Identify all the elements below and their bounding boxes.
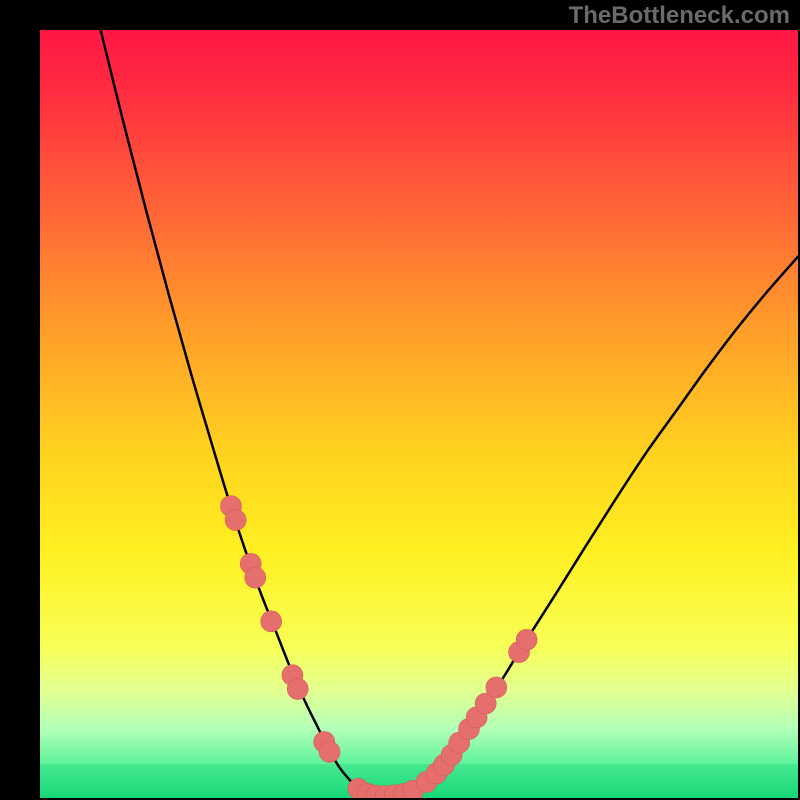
marker-dot — [319, 741, 340, 762]
gradient-background — [40, 30, 798, 798]
marker-dot — [486, 677, 507, 698]
marker-dot — [261, 611, 282, 632]
marker-dot — [225, 509, 246, 530]
chart-svg — [0, 0, 800, 800]
chart-root: TheBottleneck.com — [0, 0, 800, 800]
marker-dot — [245, 567, 266, 588]
marker-dot — [516, 629, 537, 650]
marker-dot — [287, 678, 308, 699]
